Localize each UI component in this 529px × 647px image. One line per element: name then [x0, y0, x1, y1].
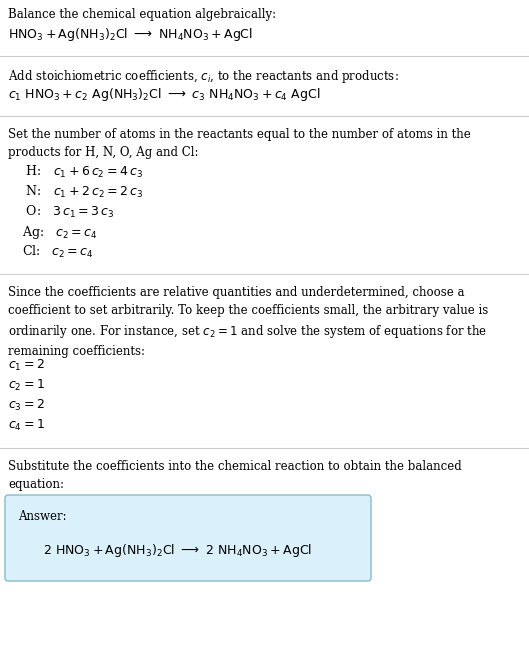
- Text: Balance the chemical equation algebraically:: Balance the chemical equation algebraica…: [8, 8, 276, 21]
- Text: $\mathrm{HNO_3 + Ag(NH_3)_2Cl \ \longrightarrow \ NH_4NO_3 + AgCl}$: $\mathrm{HNO_3 + Ag(NH_3)_2Cl \ \longrig…: [8, 26, 253, 43]
- Text: $c_2 = 1$: $c_2 = 1$: [8, 378, 45, 393]
- Text: Substitute the coefficients into the chemical reaction to obtain the balanced
eq: Substitute the coefficients into the che…: [8, 460, 462, 491]
- Text: Cl:   $c_2 = c_4$: Cl: $c_2 = c_4$: [22, 244, 94, 260]
- Text: H:   $c_1 + 6\,c_2 = 4\,c_3$: H: $c_1 + 6\,c_2 = 4\,c_3$: [22, 164, 143, 180]
- Text: Set the number of atoms in the reactants equal to the number of atoms in the
pro: Set the number of atoms in the reactants…: [8, 128, 471, 159]
- FancyBboxPatch shape: [5, 495, 371, 581]
- Text: Add stoichiometric coefficients, $c_i$, to the reactants and products:: Add stoichiometric coefficients, $c_i$, …: [8, 68, 399, 85]
- Text: Since the coefficients are relative quantities and underdetermined, choose a
coe: Since the coefficients are relative quan…: [8, 286, 488, 358]
- Text: Answer:: Answer:: [18, 510, 67, 523]
- Text: $2\ \mathrm{HNO_3 + Ag(NH_3)_2Cl} \ \longrightarrow \ 2\ \mathrm{NH_4NO_3 + AgCl: $2\ \mathrm{HNO_3 + Ag(NH_3)_2Cl} \ \lon…: [43, 542, 312, 559]
- Text: $c_1 = 2$: $c_1 = 2$: [8, 358, 45, 373]
- Text: $c_4 = 1$: $c_4 = 1$: [8, 418, 45, 433]
- Text: $c_1\ \mathrm{HNO_3} + c_2\ \mathrm{Ag(NH_3)_2Cl} \ \longrightarrow \ c_3\ \math: $c_1\ \mathrm{HNO_3} + c_2\ \mathrm{Ag(N…: [8, 86, 321, 103]
- Text: Ag:   $c_2 = c_4$: Ag: $c_2 = c_4$: [22, 224, 97, 241]
- Text: O:   $3\,c_1 = 3\,c_3$: O: $3\,c_1 = 3\,c_3$: [22, 204, 114, 220]
- Text: N:   $c_1 + 2\,c_2 = 2\,c_3$: N: $c_1 + 2\,c_2 = 2\,c_3$: [22, 184, 143, 200]
- Text: $c_3 = 2$: $c_3 = 2$: [8, 398, 45, 413]
